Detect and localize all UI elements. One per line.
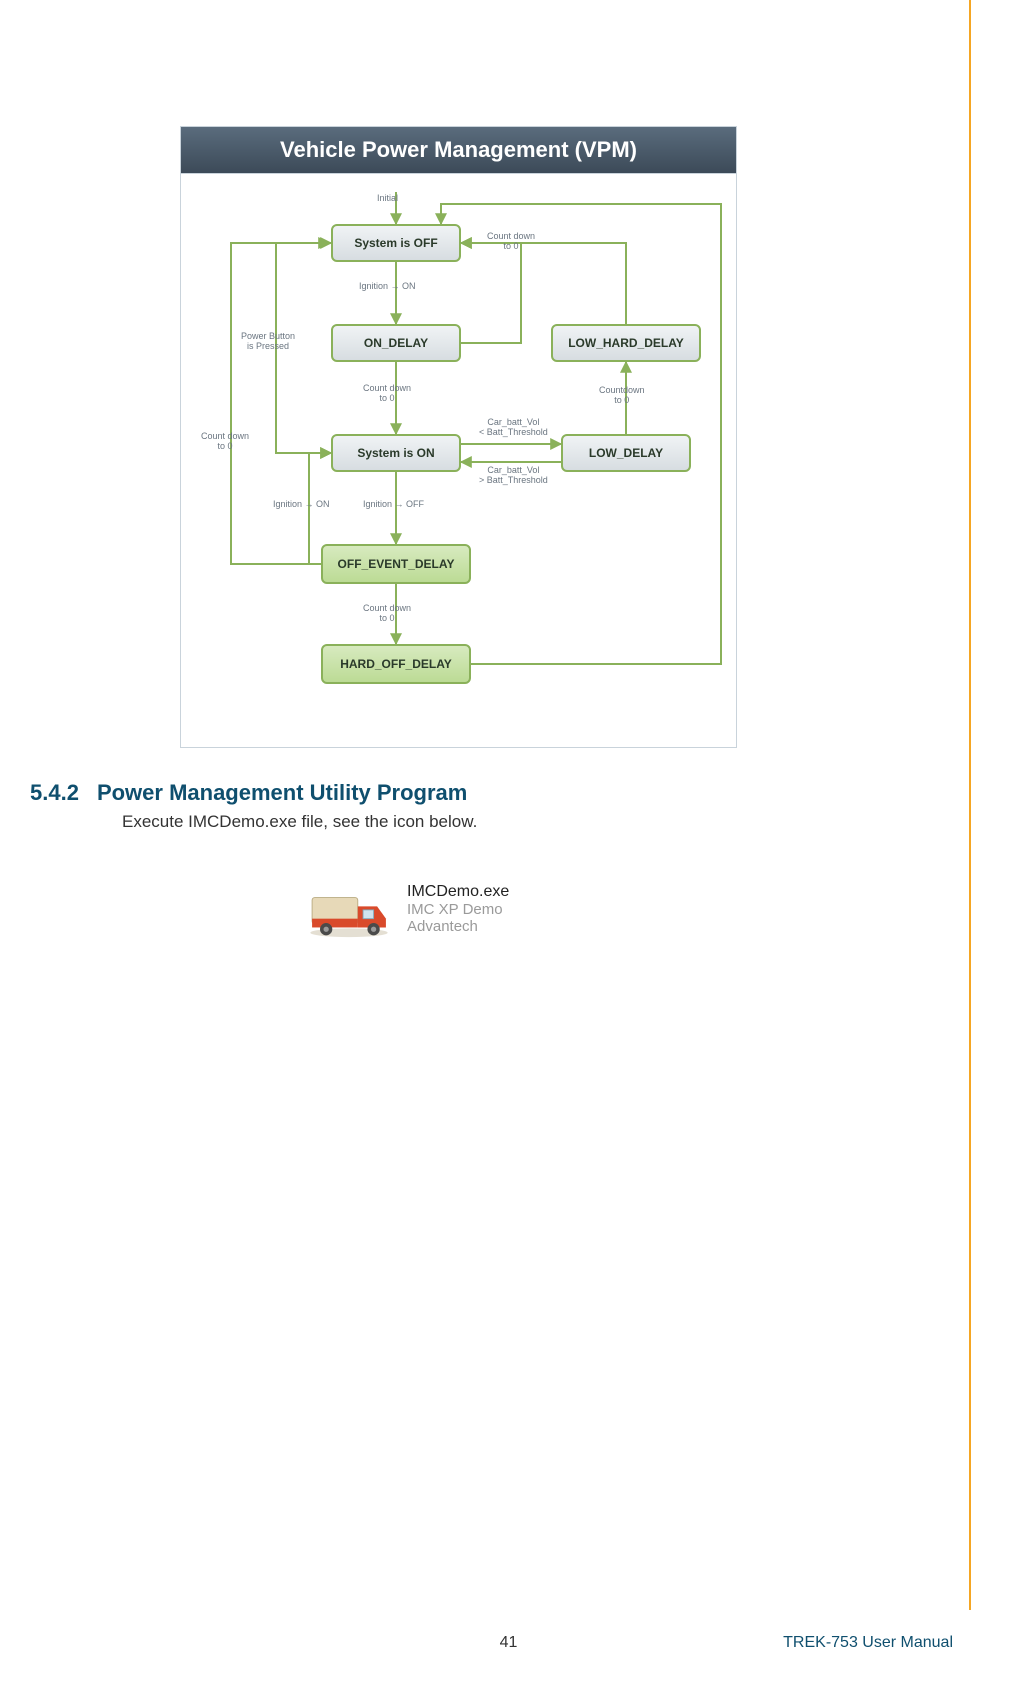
- flowchart: Vehicle Power Management (VPM): [180, 126, 737, 748]
- label-countdown-1: Count downto 0: [487, 232, 535, 252]
- label-countdown-right: Countdownto 0: [599, 386, 645, 406]
- icon-filename: IMCDemo.exe: [407, 883, 509, 901]
- label-power-button: Power Buttonis Pressed: [241, 332, 295, 352]
- icon-text: IMCDemo.exe IMC XP Demo Advantech: [407, 883, 509, 935]
- icon-desc-1: IMC XP Demo: [407, 901, 509, 918]
- label-ignition-on-2: Ignition → ON: [273, 500, 330, 510]
- node-system-on: System is ON: [331, 434, 461, 472]
- side-rule: [969, 0, 971, 1610]
- page-number: 41: [500, 1634, 518, 1652]
- section-title: Power Management Utility Program: [97, 780, 467, 806]
- label-car-batt-lt: Car_batt_Vol< Batt_Threshold: [479, 418, 548, 438]
- flowchart-title: Vehicle Power Management (VPM): [181, 127, 736, 174]
- node-on-delay: ON_DELAY: [331, 324, 461, 362]
- label-initial: Initial: [377, 194, 398, 204]
- section-body: Execute IMCDemo.exe file, see the icon b…: [122, 812, 477, 832]
- label-countdown-2: Count downto 0: [363, 384, 411, 404]
- label-car-batt-gt: Car_batt_Vol> Batt_Threshold: [479, 466, 548, 486]
- section-number: 5.4.2: [30, 780, 79, 806]
- node-off-event-delay: OFF_EVENT_DELAY: [321, 544, 471, 584]
- label-countdown-left: Count downto 0: [201, 432, 249, 452]
- truck-icon: [305, 880, 393, 938]
- label-ignition-on: Ignition → ON: [359, 282, 416, 292]
- icon-figure: IMCDemo.exe IMC XP Demo Advantech: [305, 880, 509, 938]
- node-low-hard-delay: LOW_HARD_DELAY: [551, 324, 701, 362]
- footer: 41 TREK-753 User Manual: [0, 1634, 1017, 1652]
- section-heading: 5.4.2 Power Management Utility Program: [30, 780, 467, 806]
- manual-name: TREK-753 User Manual: [783, 1634, 953, 1652]
- node-system-off: System is OFF: [331, 224, 461, 262]
- flow-canvas: System is OFF ON_DELAY LOW_HARD_DELAY Sy…: [181, 174, 736, 744]
- node-hard-off-delay: HARD_OFF_DELAY: [321, 644, 471, 684]
- icon-desc-2: Advantech: [407, 918, 509, 935]
- label-countdown-3: Count downto 0: [363, 604, 411, 624]
- label-ignition-off: Ignition → OFF: [363, 500, 424, 510]
- node-low-delay: LOW_DELAY: [561, 434, 691, 472]
